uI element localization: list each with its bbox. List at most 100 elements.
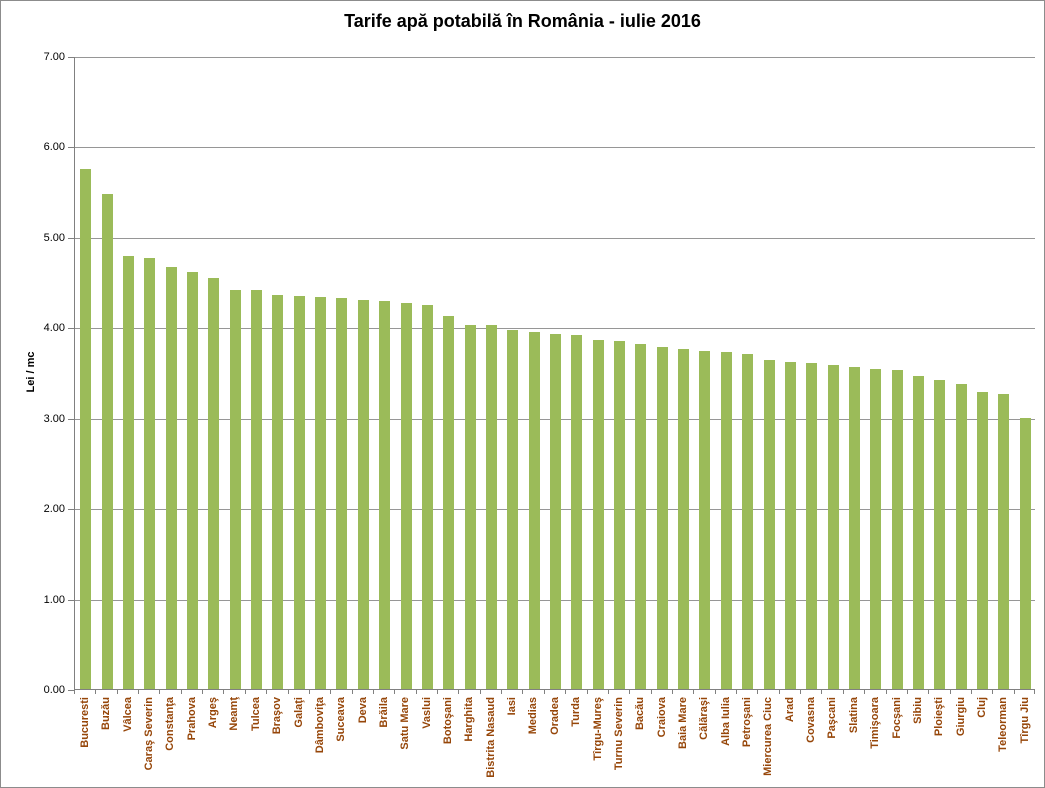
x-category-label: Teleorman [996,697,1009,752]
x-tick-mark [373,690,374,694]
bar [699,351,710,689]
y-tick-label: 2.00 [43,503,65,515]
y-tick-mark [68,419,75,420]
bar [998,394,1009,689]
x-tick-mark [672,690,673,694]
x-category-label: Turnu Severin [612,697,625,771]
bar [315,297,326,689]
bar [272,295,283,689]
x-label-slot: Craiova [651,697,673,787]
x-label-slot: Braşov [266,697,288,787]
gridline [75,238,1035,239]
bar [422,305,433,689]
x-category-label: Craiova [655,697,668,738]
x-label-slot: Teleorman [992,697,1014,787]
bar [593,340,604,689]
bar [742,354,753,689]
x-category-label: Bistrita Nasaud [484,697,497,778]
x-label-slot: Covasna [800,697,822,787]
x-category-label: Suceava [334,697,347,742]
x-label-slot: Giurgiu [950,697,972,787]
bar [977,392,988,689]
x-label-slot: Tîrgu-Mureş [587,697,609,787]
x-label-slot: Iasi [501,697,523,787]
x-tick-mark [416,690,417,694]
bar [721,352,732,689]
x-tick-mark [437,690,438,694]
bar [785,362,796,689]
x-category-label: Neamţ [227,697,240,731]
x-category-label: Oradea [548,697,561,735]
y-axis-title: Lei / mc [25,351,37,393]
y-tick-label: 0.00 [43,684,65,696]
x-label-slot: Neamţ [223,697,245,787]
x-category-label: Vaslui [420,697,433,729]
bar [379,301,390,689]
x-tick-mark [266,690,267,694]
x-label-slot: Vaslui [416,697,438,787]
plot-area: 0.00 1.00 2.00 3.00 4.00 5.00 6.00 7.00 [44,51,1035,696]
x-axis-tick-marks [74,690,1035,695]
x-tick-mark [352,690,353,694]
x-label-slot: Deva [352,697,374,787]
bar [251,290,262,689]
x-label-slot: Focşani [886,697,908,787]
bar [571,335,582,689]
x-label-slot: Arad [779,697,801,787]
y-tick-mark [68,509,75,510]
x-tick-mark [1014,690,1015,694]
x-label-slot: Bucuresti [74,697,96,787]
x-category-label: Covasna [804,697,817,743]
x-category-label: Focşani [890,697,903,739]
bar [529,332,540,689]
x-category-label: Medias [526,697,539,735]
x-category-label: Turda [569,697,582,727]
x-tick-mark [971,690,972,694]
bar [401,303,412,689]
bar [294,296,305,689]
bar [892,370,903,689]
x-tick-mark [330,690,331,694]
x-category-label: Ploieşti [932,697,945,737]
x-tick-mark [245,690,246,694]
x-label-slot: Cluj [971,697,993,787]
bar [507,330,518,689]
x-tick-mark [629,690,630,694]
bar [828,365,839,689]
x-label-slot: Galaţi [288,697,310,787]
bar [678,349,689,689]
x-tick-mark [736,690,737,694]
x-category-label: Braşov [270,697,283,735]
x-tick-mark [159,690,160,694]
x-label-slot: Caraş Severin [138,697,160,787]
x-tick-mark [693,690,694,694]
x-tick-mark [458,690,459,694]
x-axis-labels: Bucuresti Buzău Vâlcea Caraş Severin Constan… [74,697,1035,787]
bar [849,367,860,689]
y-tick-mark [68,238,75,239]
x-tick-mark [544,690,545,694]
x-label-slot: Constanţa [159,697,181,787]
x-label-slot: Sibiu [907,697,929,787]
bar [657,347,668,689]
y-tick-label: 7.00 [43,51,65,63]
x-tick-mark [309,690,310,694]
x-tick-mark [565,690,566,694]
x-label-slot: Călăraşi [693,697,715,787]
bar [336,298,347,689]
x-tick-mark [608,690,609,694]
x-tick-mark [779,690,780,694]
x-label-slot: Harghita [458,697,480,787]
x-label-slot: Timişoara [864,697,886,787]
x-category-label: Tulcea [249,697,262,732]
x-label-slot: Medias [522,697,544,787]
x-label-slot: Petroşani [736,697,758,787]
bar [465,325,476,689]
x-category-label: Călăraşi [697,697,710,740]
x-tick-mark [95,690,96,694]
x-tick-mark [907,690,908,694]
x-label-slot: Buzău [95,697,117,787]
x-category-label: Constanţa [163,697,176,751]
x-category-label: Paşcani [825,697,838,739]
